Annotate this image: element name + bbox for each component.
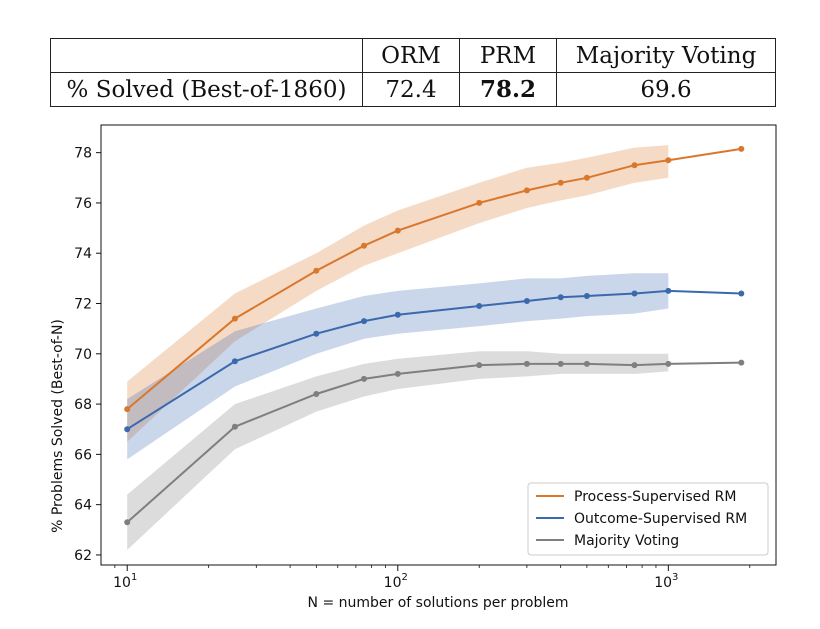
- line-chart: 62 64 66 68 70 72 74 76 78 101 102 103 N = number o…: [50, 124, 777, 611]
- point-series-2: [313, 391, 320, 397]
- point-series-0: [476, 199, 483, 206]
- legend-label: Majority Voting: [574, 533, 679, 549]
- point-series-0: [557, 179, 564, 186]
- legend-box: [527, 482, 769, 556]
- point-series-2: [631, 362, 638, 369]
- line-series-0: [126, 147, 742, 410]
- point-series-1: [476, 303, 483, 309]
- point-series-2: [738, 359, 745, 366]
- y-tick-label: 64: [74, 498, 92, 514]
- point-series-1: [583, 293, 590, 299]
- point-series-2: [523, 360, 530, 367]
- x-axis-label: N = number of solutions per problem: [308, 595, 569, 611]
- x-tick-label: 103: [654, 572, 678, 591]
- point-series-2: [361, 375, 367, 382]
- point-series-0: [394, 227, 401, 234]
- y-tick-label: 62: [74, 548, 92, 564]
- point-series-0: [361, 242, 367, 249]
- point-series-2: [231, 423, 238, 430]
- point-series-1: [361, 318, 367, 325]
- y-tick-label: 70: [74, 347, 92, 363]
- table-row: % Solved (Best-of-1860) 72.4 78.2 69.6: [50, 72, 776, 107]
- y-tick-label: 78: [74, 146, 92, 162]
- y-tick-label: 72: [74, 297, 92, 313]
- row-label-cell: % Solved (Best-of-1860): [50, 72, 363, 107]
- band-series-1: [127, 273, 669, 460]
- point-series-0: [231, 315, 238, 322]
- point-series-2: [583, 360, 590, 367]
- point-series-2: [665, 360, 672, 367]
- table-header-row: ORM PRM Majority Voting: [50, 38, 776, 73]
- band-series-2: [127, 351, 669, 550]
- point-series-1: [523, 298, 530, 304]
- y-tick-label: 74: [74, 246, 92, 262]
- confidence-bands: [127, 145, 669, 550]
- point-series-0: [631, 162, 638, 169]
- line-series-2: [126, 361, 742, 524]
- legend-label: Process-Supervised RM: [574, 489, 736, 505]
- point-series-0: [665, 157, 672, 164]
- y-tick-label: 68: [74, 397, 92, 413]
- point-series-2: [476, 362, 483, 369]
- y-tick-label: 66: [74, 447, 92, 463]
- point-series-2: [124, 519, 131, 526]
- y-axis-label: % Problems Solved (Best-of-N): [50, 319, 66, 533]
- value-cell-orm: 72.4: [362, 72, 460, 107]
- series-points: [124, 145, 745, 526]
- point-series-2: [557, 360, 564, 367]
- point-series-0: [124, 406, 131, 413]
- point-series-1: [665, 287, 672, 294]
- point-series-1: [557, 294, 564, 301]
- y-tick-label: 76: [74, 196, 92, 212]
- value-cell-majority: 69.6: [556, 72, 776, 107]
- point-series-1: [631, 290, 638, 297]
- point-series-1: [231, 358, 238, 365]
- value-cell-prm: 78.2: [459, 72, 557, 107]
- point-series-2: [394, 370, 401, 377]
- plot-frame: [100, 124, 777, 566]
- point-series-1: [394, 311, 401, 318]
- legend: Process-Supervised RM Outcome-Supervised …: [527, 482, 769, 556]
- header-cell-orm: ORM: [362, 38, 460, 73]
- line-series-1: [126, 289, 742, 431]
- header-cell-empty: [50, 38, 363, 73]
- point-series-1: [124, 426, 131, 433]
- point-series-0: [313, 267, 320, 274]
- x-tick-label: 101: [113, 572, 137, 591]
- legend-label: Outcome-Supervised RM: [574, 511, 747, 527]
- point-series-1: [313, 330, 320, 337]
- results-table: ORM PRM Majority Voting % Solved (Best-o…: [50, 38, 776, 107]
- header-cell-majority: Majority Voting: [556, 38, 776, 73]
- point-series-0: [738, 145, 745, 152]
- band-series-0: [127, 145, 669, 442]
- x-tick-label: 102: [384, 572, 408, 591]
- series-lines: [126, 147, 742, 524]
- point-series-0: [583, 174, 590, 181]
- point-series-1: [738, 290, 745, 297]
- point-series-0: [523, 187, 530, 194]
- header-cell-prm: PRM: [459, 38, 557, 73]
